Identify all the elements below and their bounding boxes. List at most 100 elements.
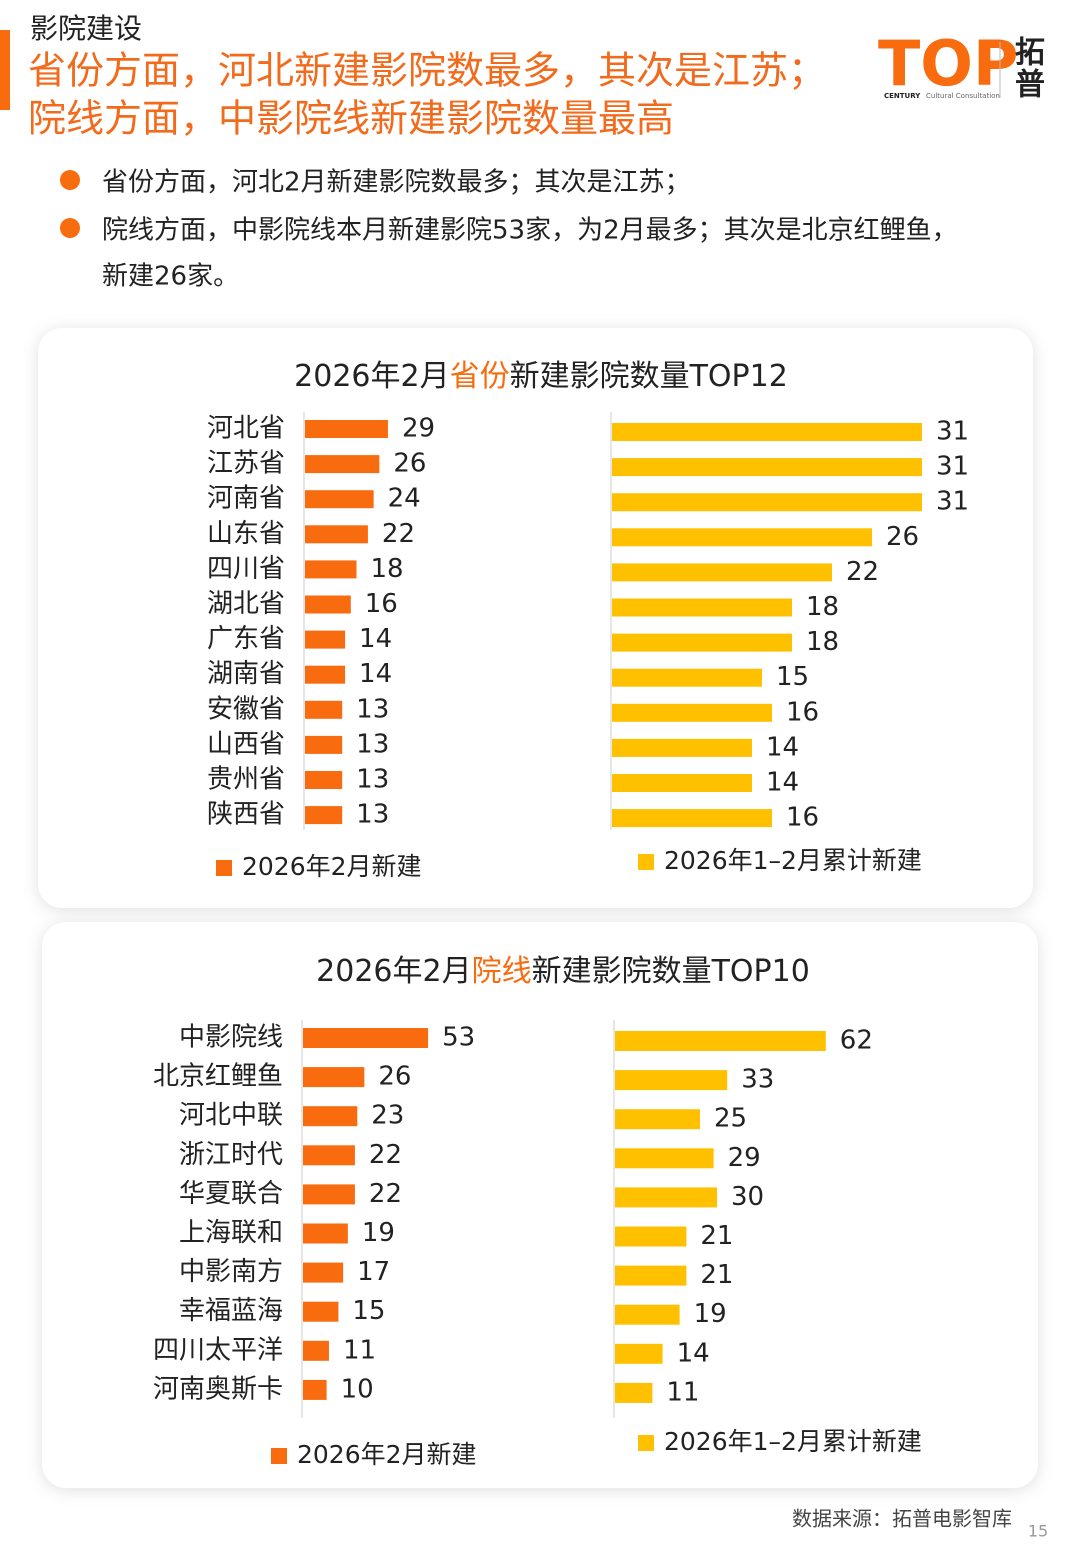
value-label: 22: [369, 1140, 402, 1170]
logo-tagline: Cultural Consultation: [926, 92, 1000, 100]
bar: [615, 1070, 728, 1091]
value-label: 29: [402, 414, 435, 444]
category-label: 中影南方: [179, 1257, 283, 1287]
bar: [305, 560, 357, 579]
value-label: 22: [382, 519, 415, 549]
value-label: 16: [365, 589, 398, 619]
category-label: 河北中联: [179, 1101, 283, 1131]
bar: [305, 806, 343, 825]
value-label: 30: [731, 1182, 764, 1212]
value-label: 14: [359, 659, 392, 689]
bar: [615, 1343, 663, 1364]
bar: [303, 1106, 358, 1127]
value-label: 21: [700, 1221, 733, 1251]
bar: [305, 700, 343, 719]
value-label: 21: [700, 1260, 733, 1290]
bar: [305, 420, 388, 438]
chart-title-part: 新建影院数量TOP10: [532, 954, 810, 989]
bar: [305, 665, 346, 684]
category-label: 贵州省: [207, 765, 285, 795]
category-label: 陕西省: [207, 800, 285, 830]
value-label: 26: [378, 1062, 411, 1092]
legend-swatch: [271, 1448, 287, 1464]
bar: [615, 1187, 717, 1208]
value-label: 14: [766, 768, 799, 798]
value-label: 31: [936, 487, 969, 517]
bar: [305, 771, 343, 789]
bar: [612, 703, 772, 722]
value-label: 29: [728, 1143, 761, 1173]
bar: [612, 458, 922, 477]
bar: [615, 1148, 714, 1169]
headline: 院线方面，中影院线新建影院数量最高: [28, 97, 674, 141]
bar: [303, 1340, 329, 1361]
value-label: 16: [786, 697, 819, 727]
bar: [612, 563, 832, 582]
bar: [615, 1265, 687, 1286]
value-label: 33: [741, 1065, 774, 1095]
category-label: 山西省: [207, 729, 285, 759]
value-label: 23: [371, 1101, 404, 1131]
chart-title-part: 省份: [450, 359, 510, 394]
category-label: 广东省: [207, 624, 285, 654]
logo-name: 拓: [1015, 36, 1045, 71]
value-label: 11: [343, 1335, 376, 1365]
category-label: 华夏联合: [179, 1179, 283, 1209]
logo-mark: TOP: [878, 27, 1018, 100]
value-label: 31: [936, 417, 969, 447]
chart-card: [42, 922, 1038, 1488]
value-label: 13: [356, 729, 389, 759]
legend-swatch: [216, 860, 232, 876]
category-label: 湖南省: [207, 659, 285, 689]
bar: [612, 774, 752, 792]
bar: [612, 668, 762, 687]
value-label: 15: [352, 1296, 385, 1326]
bar: [615, 1226, 687, 1247]
value-label: 15: [776, 662, 809, 692]
bar: [303, 1028, 429, 1048]
category-label: 四川太平洋: [153, 1335, 283, 1365]
value-label: 22: [369, 1179, 402, 1209]
category-label: 河北省: [207, 414, 285, 444]
bullet-text: 省份方面，河北2月新建影院数最多；其次是江苏；: [102, 168, 691, 198]
category-label: 山东省: [207, 519, 285, 549]
bar: [303, 1145, 355, 1166]
category-label: 安徽省: [207, 694, 285, 724]
value-label: 18: [370, 554, 403, 584]
value-label: 24: [388, 484, 421, 514]
section-label: 影院建设: [30, 12, 142, 45]
headline: 省份方面，河北新建影院数最多，其次是江苏；: [28, 49, 826, 93]
value-label: 18: [806, 627, 839, 657]
bar: [303, 1301, 339, 1322]
value-label: 62: [840, 1026, 873, 1056]
bar: [303, 1379, 327, 1400]
legend-label: 2026年2月新建: [242, 852, 422, 881]
bullet-text: 院线方面，中影院线本月新建影院53家，为2月最多；其次是北京红鲤鱼，: [102, 216, 958, 246]
category-label: 幸福蓝海: [179, 1296, 283, 1326]
category-label: 浙江时代: [179, 1140, 283, 1170]
logo-name: 普: [1015, 68, 1045, 103]
bar: [305, 490, 374, 509]
legend-swatch: [638, 854, 654, 870]
value-label: 13: [356, 800, 389, 830]
bar: [612, 809, 772, 828]
value-label: 18: [806, 592, 839, 622]
bar: [612, 528, 872, 547]
legend-swatch: [638, 1435, 654, 1451]
chart-title-part: 新建影院数量TOP12: [510, 359, 788, 394]
category-label: 河南奥斯卡: [153, 1374, 283, 1404]
bullet-dot: [60, 170, 80, 190]
bar: [612, 598, 792, 617]
category-label: 上海联和: [179, 1218, 283, 1248]
category-label: 河南省: [207, 484, 285, 514]
chart-title: 2026年2月省份新建影院数量TOP12: [294, 359, 788, 394]
bar: [615, 1109, 700, 1130]
value-label: 17: [357, 1257, 390, 1287]
value-label: 31: [936, 452, 969, 482]
category-label: 江苏省: [207, 449, 285, 479]
value-label: 19: [362, 1218, 395, 1248]
category-label: 中影院线: [179, 1023, 283, 1053]
legend-label: 2026年1–2月累计新建: [664, 846, 922, 875]
